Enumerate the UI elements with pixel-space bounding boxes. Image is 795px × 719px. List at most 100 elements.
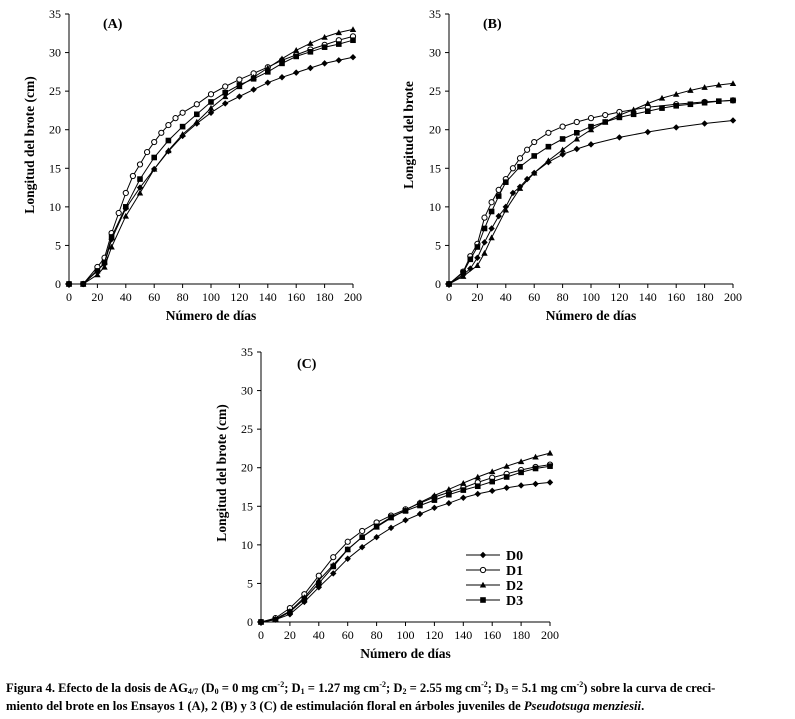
panel-c-y-tick-label: 10 <box>241 538 253 552</box>
panel-b-series-d2-point <box>715 81 722 88</box>
panel-c-series-d0-point <box>503 484 510 491</box>
panel-b-series-d3-point <box>645 108 651 114</box>
panel-a-series-d2-point <box>193 118 200 125</box>
panel-a-series-d3-point <box>350 37 356 44</box>
panel-b-series-d0-point <box>587 141 595 148</box>
panel-a-series-d0-point <box>136 184 144 191</box>
panel-b-series-d2-point <box>687 87 694 93</box>
panel-c-series-d2-point <box>532 453 539 460</box>
panel-c-x-tick-label: 20 <box>284 628 296 642</box>
panel-b-series-d2-point <box>673 91 680 97</box>
panel-b-series-d3-point <box>559 136 566 142</box>
panel-b-series-d3-point <box>467 256 474 263</box>
panel-c-series-d0-point <box>532 480 539 488</box>
panel-b-x-tick-label: 100 <box>582 290 600 304</box>
panel-a-series-d3-point <box>321 44 328 50</box>
panel-c-x-tick-label: 160 <box>483 628 501 642</box>
panel-b-series-d3-point <box>495 193 502 199</box>
panel-c-series-d3-point <box>460 487 467 493</box>
panel-b-series-d3-point <box>673 103 679 109</box>
panel-c-series-d3-point <box>272 616 279 623</box>
panel-c-y-tick-label: 35 <box>241 345 253 359</box>
panel-a-series-d3-point <box>250 76 257 82</box>
panel-c-series-d3-point <box>316 580 322 587</box>
panel-a-series-d0-point <box>207 109 215 116</box>
panel-a-series-d0-point <box>278 74 286 81</box>
panel-b-y-tick-label: 15 <box>429 161 441 175</box>
panel-a-x-tick-label: 20 <box>91 290 103 304</box>
panel-c-series-d0-point <box>402 516 409 524</box>
legend-d1-marker <box>479 566 487 574</box>
panel-b-series-d2-point <box>701 84 708 90</box>
panel-a-series-d1-point <box>151 138 158 146</box>
panel-a-series-d2-point <box>222 93 229 100</box>
panel-b-series-d2-point <box>573 135 580 142</box>
panel-a-x-tick-label: 160 <box>287 290 305 304</box>
panel-c-x-tick-label: 200 <box>541 628 559 642</box>
panel-c-series-d0-point <box>387 524 395 532</box>
panel-a-series-d3-point <box>208 99 214 105</box>
panel-c-series-d3-point <box>287 609 293 615</box>
panel-b-y-tick-label: 30 <box>429 46 441 60</box>
panel-c-x-tick-label: 140 <box>454 628 472 642</box>
panel-a-y-tick-label: 0 <box>55 277 61 291</box>
panel-b-series-d0-point <box>559 151 566 158</box>
panel-a-series-d1-point <box>122 189 129 197</box>
panel-b-series-d3-point <box>531 153 537 159</box>
panel-b-y-axis-title: Longitud del brote <box>401 81 416 189</box>
panel-c-series-d2-point <box>517 458 525 465</box>
panel-c-y-tick-label: 25 <box>241 422 253 436</box>
panel-a-series-d0-point <box>321 60 328 67</box>
panel-b-series-d3-point <box>503 179 509 185</box>
panel-b-series-d0-point <box>644 128 651 136</box>
panel-b-y-tick-label: 35 <box>429 7 441 21</box>
panel-c-series-d3-point <box>446 491 452 498</box>
panel-b-series-d1-point <box>516 155 524 162</box>
panel-a-series-d3-point <box>123 204 129 210</box>
panel-a-series-d0-point <box>307 64 314 72</box>
legend-d3-marker <box>480 597 486 603</box>
panel-b-y-tick-label: 0 <box>435 277 441 291</box>
panel-c-series-d0-point <box>445 500 453 507</box>
panel-b-series-d1-point <box>602 111 609 119</box>
panel-c-series-d3-point <box>258 619 264 625</box>
panel-b-series-d0-point <box>729 117 737 124</box>
panel-c-y-tick-label: 15 <box>241 499 253 513</box>
panel-b-y-tick-label: 25 <box>429 84 441 98</box>
panel-a-series-d2-point <box>94 271 101 278</box>
panel-b-x-tick-label: 80 <box>557 290 569 304</box>
panel-b-series-d2-point <box>658 94 666 101</box>
panel-b-series-d2-point <box>488 234 495 241</box>
panel-c-x-tick-label: 80 <box>371 628 383 642</box>
panel-a-x-tick-label: 200 <box>344 290 362 304</box>
panel-c-series-d2-point <box>474 473 481 480</box>
panel-c-series-d0-point <box>373 533 380 541</box>
panel-a-series-d3-point <box>307 49 314 55</box>
legend-d1-label: D1 <box>506 564 523 579</box>
panel-b-series-d2-point <box>460 273 467 279</box>
panel-a-series-d3-point <box>80 281 86 287</box>
panel-c-series-d0-point <box>416 510 424 518</box>
panel-a-x-tick-label: 100 <box>202 290 220 304</box>
panel-b-y-tick-label: 20 <box>429 123 441 137</box>
panel-a-series-d0-point <box>264 79 271 86</box>
panel-b-series-d1-point <box>587 115 595 122</box>
panel-c-series-d1-point <box>330 554 337 561</box>
panel-b-series-d1-point <box>559 123 566 130</box>
panel-b-series-d2-point <box>729 80 737 86</box>
panel-a-series-d1-point <box>179 109 186 116</box>
panel-a-series-d2-point <box>136 189 144 196</box>
panel-c-y-tick-label: 30 <box>241 384 253 398</box>
panel-b-series-d3-point <box>474 244 481 250</box>
panel-a-series-d3-point <box>336 41 342 47</box>
panel-a-series-d2-point <box>108 243 115 250</box>
panel-a-series-d2-point <box>207 104 215 111</box>
panel-b-label: (B) <box>483 17 502 32</box>
panel-b-series-d3-point <box>574 130 580 136</box>
panel-c-series-d0-point <box>315 584 322 591</box>
panel-c-series-d2-point <box>503 462 510 469</box>
panel-a-series-d2-point <box>293 47 300 53</box>
panel-a-series-d1-point <box>136 161 144 168</box>
panel-b-series-d2-point <box>502 206 509 213</box>
panel-a-series-d1-point <box>158 129 165 136</box>
